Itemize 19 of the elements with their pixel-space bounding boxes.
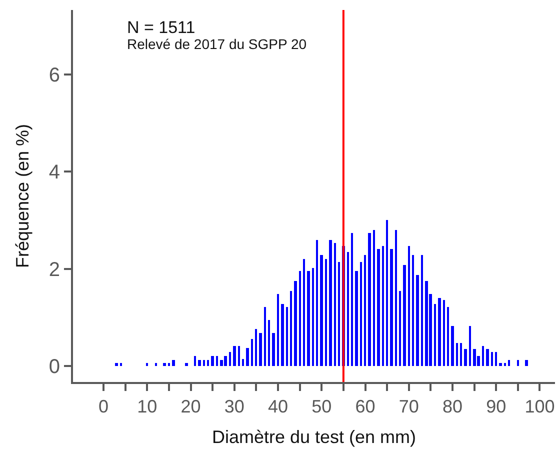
annotation: Relevé de 2017 du SGPP 20	[127, 36, 307, 52]
x-tick-label: 20	[180, 396, 201, 417]
x-tick-label: 100	[524, 396, 555, 417]
y-axis-title: Fréquence (en %)	[12, 124, 33, 268]
y-tick-label: 4	[48, 162, 60, 184]
annotation: N = 1511	[127, 18, 196, 37]
x-tick-label: 50	[312, 396, 332, 417]
y-tick-label: 0	[48, 356, 60, 378]
x-tick-label: 0	[98, 396, 109, 417]
x-tick-label: 10	[137, 396, 158, 417]
y-tick-label: 6	[48, 64, 60, 87]
x-tick-label: 80	[442, 396, 463, 417]
x-tick-label: 60	[355, 396, 376, 417]
y-tick-label: 2	[48, 258, 60, 281]
x-tick-label: 70	[398, 396, 419, 417]
x-axis-title: Diamètre du test (en mm)	[212, 427, 416, 448]
x-tick-label: 30	[224, 396, 244, 417]
x-tick-label: 90	[486, 396, 506, 417]
x-tick-label: 40	[268, 396, 288, 417]
